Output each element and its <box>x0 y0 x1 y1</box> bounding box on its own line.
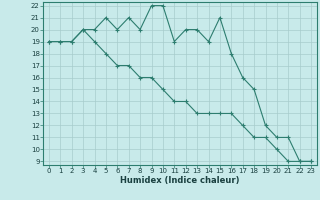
X-axis label: Humidex (Indice chaleur): Humidex (Indice chaleur) <box>120 176 240 185</box>
